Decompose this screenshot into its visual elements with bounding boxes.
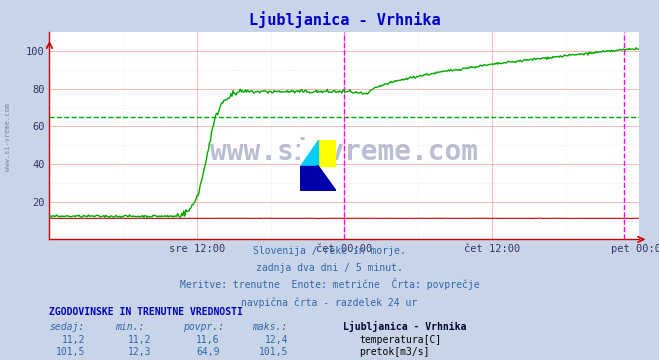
Text: ZGODOVINSKE IN TRENUTNE VREDNOSTI: ZGODOVINSKE IN TRENUTNE VREDNOSTI xyxy=(49,307,243,317)
Text: www.si-vreme.com: www.si-vreme.com xyxy=(210,139,478,166)
Polygon shape xyxy=(300,166,336,191)
Polygon shape xyxy=(318,140,336,166)
Text: povpr.:: povpr.: xyxy=(183,323,224,333)
Polygon shape xyxy=(300,166,318,191)
Text: 101,5: 101,5 xyxy=(56,347,86,357)
Text: 11,6: 11,6 xyxy=(196,335,219,345)
Text: maks.:: maks.: xyxy=(252,323,287,333)
Text: pretok[m3/s]: pretok[m3/s] xyxy=(359,347,430,357)
Text: 12,3: 12,3 xyxy=(128,347,152,357)
Text: Slovenija / reke in morje.: Slovenija / reke in morje. xyxy=(253,246,406,256)
Text: 64,9: 64,9 xyxy=(196,347,219,357)
Text: 12,4: 12,4 xyxy=(264,335,288,345)
Text: sedaj:: sedaj: xyxy=(49,323,84,333)
Text: navpična črta - razdelek 24 ur: navpična črta - razdelek 24 ur xyxy=(241,297,418,308)
Polygon shape xyxy=(300,140,318,166)
Text: zadnja dva dni / 5 minut.: zadnja dva dni / 5 minut. xyxy=(256,263,403,273)
Text: temperatura[C]: temperatura[C] xyxy=(359,335,442,345)
Text: 11,2: 11,2 xyxy=(128,335,152,345)
Title: Ljubljanica - Vrhnika: Ljubljanica - Vrhnika xyxy=(248,12,440,28)
Text: 11,2: 11,2 xyxy=(62,335,86,345)
Text: Ljubljanica - Vrhnika: Ljubljanica - Vrhnika xyxy=(343,321,466,333)
Text: min.:: min.: xyxy=(115,323,145,333)
Text: 101,5: 101,5 xyxy=(258,347,288,357)
Text: Meritve: trenutne  Enote: metrične  Črta: povprečje: Meritve: trenutne Enote: metrične Črta: … xyxy=(180,278,479,291)
Text: www.si-vreme.com: www.si-vreme.com xyxy=(5,103,11,171)
